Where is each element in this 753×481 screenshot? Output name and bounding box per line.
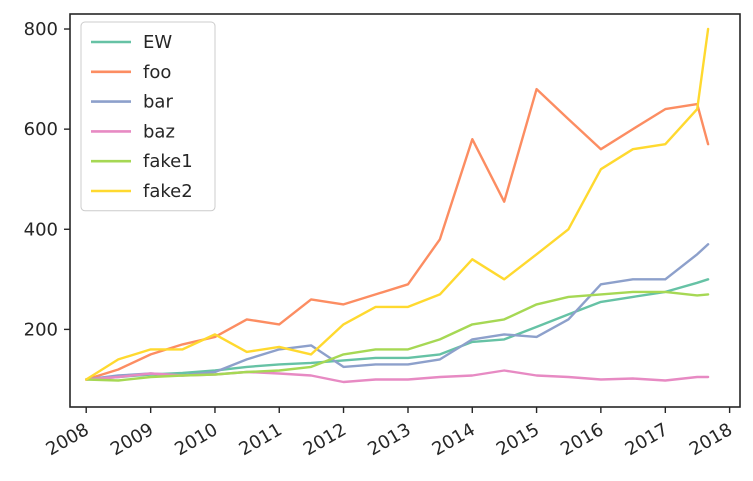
legend-label-baz: baz (143, 121, 175, 142)
series-line-foo (84, 87, 710, 381)
x-tick-label-2010: 2010 (171, 419, 221, 460)
legend: EW foo bar baz fake1 fake2 (80, 21, 216, 212)
x-tick-label-2008: 2008 (43, 419, 93, 460)
legend-label-bar: bar (143, 92, 173, 113)
series-line-EW (84, 278, 710, 381)
legend-label-fake1: fake1 (143, 151, 193, 172)
y-tick-label-800: 800 (24, 19, 58, 40)
x-tick-label-2015: 2015 (493, 419, 543, 460)
legend-label-foo: foo (143, 62, 171, 83)
y-tick-label-200: 200 (24, 319, 58, 340)
y-tick-label-600: 600 (24, 119, 58, 140)
x-tick-label-2016: 2016 (557, 419, 607, 460)
legend-box (80, 21, 216, 212)
series-line-fake2 (84, 27, 710, 381)
x-tick-label-2009: 2009 (107, 419, 157, 460)
x-tick-label-2011: 2011 (236, 419, 286, 460)
x-tick-label-2013: 2013 (364, 419, 414, 460)
legend-label-EW: EW (143, 32, 172, 53)
x-tick-label-2017: 2017 (622, 419, 672, 460)
legend-label-fake2: fake2 (143, 181, 193, 202)
x-tick-label-2018: 2018 (686, 419, 736, 460)
x-tick-label-2012: 2012 (300, 419, 350, 460)
series-line-fake1 (84, 290, 710, 382)
y-tick-label-400: 400 (24, 219, 58, 240)
series-layer (84, 27, 710, 384)
x-tick-label-2014: 2014 (429, 419, 479, 460)
